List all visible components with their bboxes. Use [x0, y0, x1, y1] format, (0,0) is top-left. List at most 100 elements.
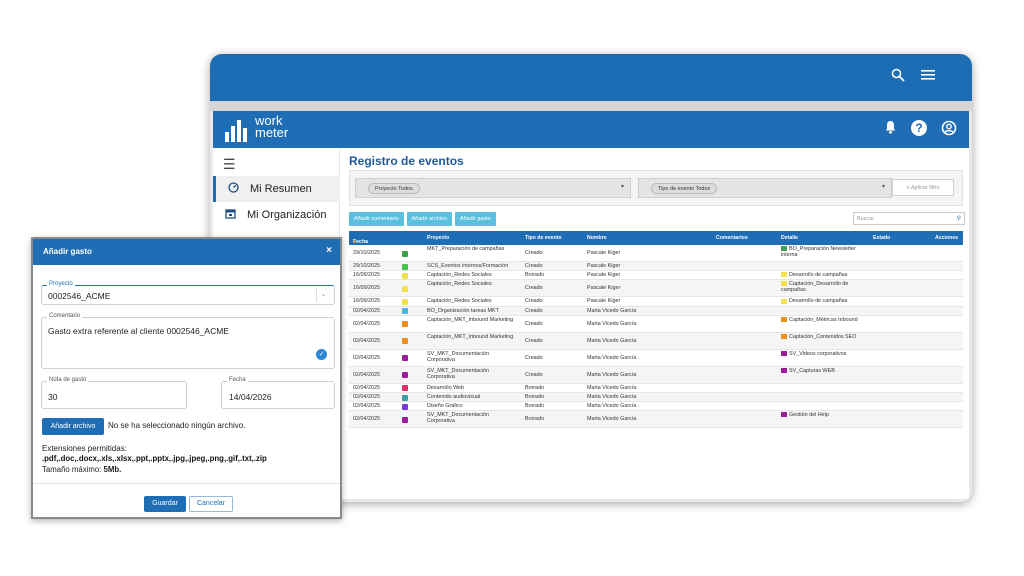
- cell-name: Marta Vicedo García: [587, 394, 637, 401]
- user-icon[interactable]: [941, 120, 957, 141]
- col-nombre[interactable]: Nombre: [587, 235, 607, 241]
- hamburger-icon[interactable]: ☰: [223, 156, 236, 172]
- table-row[interactable]: 16/09/2025 Captación_Redes Sociales Creado…: [349, 297, 963, 307]
- cell-type: Creado: [525, 307, 543, 314]
- close-icon[interactable]: ×: [326, 245, 332, 256]
- modal-title: Añadir gasto: [43, 247, 92, 256]
- upload-status: No se ha seleccionado ningún archivo.: [108, 421, 246, 430]
- event-type-filter-select[interactable]: Tipo de evento Todos ▾: [638, 178, 892, 198]
- cell-type: Creado: [525, 285, 543, 292]
- cell-date: 02/04/2025: [353, 403, 380, 410]
- cell-name: Pascale Kiger: [587, 272, 621, 279]
- cell-detail: Gestión del Help: [781, 412, 867, 418]
- table-row[interactable]: 02/04/2025 Captación_MKT_Inbound Marketin…: [349, 332, 963, 350]
- cell-name: Marta Vicedo García: [587, 371, 637, 378]
- event-type-filter-chip: Tipo de evento Todos: [651, 183, 718, 194]
- detail-color-swatch: [781, 333, 787, 339]
- col-tipo[interactable]: Tipo de evento: [525, 235, 562, 241]
- cell-name: Marta Vicedo García: [587, 403, 637, 410]
- table-row[interactable]: 16/09/2025 Captación_Redes Sociales Borrad…: [349, 271, 963, 281]
- cell-type: Borrado: [525, 384, 545, 391]
- detail-color-swatch: [781, 316, 787, 322]
- cell-detail: Captación_Desarrollo de campañas: [781, 281, 867, 293]
- browser-toolbar: [210, 54, 972, 101]
- col-acciones[interactable]: Acciones: [935, 235, 959, 241]
- detail-text: Gestión del Help: [789, 412, 829, 419]
- cancel-button[interactable]: Cancelar: [189, 496, 233, 512]
- project-color-swatch: [402, 416, 408, 423]
- cell-name: Marta Vicedo García: [587, 307, 637, 314]
- date-input[interactable]: 14/04/2026: [221, 381, 335, 409]
- expense-amount-input[interactable]: 30: [41, 381, 187, 409]
- project-color-swatch: [402, 263, 408, 270]
- col-estado[interactable]: Estado: [873, 235, 891, 241]
- project-color-swatch: [402, 403, 408, 410]
- table-row[interactable]: 02/04/2025 Diseño Gráfico Borrado Marta Vic…: [349, 402, 963, 412]
- bell-icon[interactable]: [884, 120, 897, 141]
- cell-date: 02/04/2025: [353, 416, 380, 423]
- detail-text: Desarrollo de campañas: [789, 298, 848, 305]
- table-row[interactable]: 02/04/2025 SV_MKT_Documentación Corporati…: [349, 350, 963, 367]
- cell-date: 16/09/2025: [353, 272, 380, 279]
- extensions-label: Extensiones permitidas:: [42, 444, 127, 453]
- search-icon[interactable]: ⚲: [956, 216, 961, 222]
- brand-line1: work: [255, 113, 283, 128]
- comment-textarea[interactable]: Gasto extra referente al cliente 0002546…: [41, 317, 335, 369]
- col-comentarios[interactable]: Comentarios: [716, 235, 748, 241]
- col-detalle[interactable]: Detalle: [781, 235, 799, 241]
- expense-amount-value: 30: [48, 392, 58, 402]
- cell-name: Marta Vicedo García: [587, 354, 637, 361]
- detail-text: SV_Videos corporativos: [789, 350, 847, 357]
- cell-name: Marta Vicedo García: [587, 384, 637, 391]
- project-filter-select[interactable]: Proyecto Todos ▾: [355, 178, 631, 198]
- table-row[interactable]: 02/04/2025 Desarrollo Web Borrado Marta Vic…: [349, 384, 963, 393]
- sidebar-item-mi-organizacion[interactable]: Mi Organización: [213, 202, 340, 228]
- table-row[interactable]: 02/04/2025 SV_MKT_Documentación Corporati…: [349, 411, 963, 429]
- detail-text: SV_Capturas WEB: [789, 367, 835, 374]
- add-expense-button[interactable]: Añadir gasto: [454, 212, 496, 226]
- logo-icon: [225, 117, 247, 142]
- col-proyecto[interactable]: Proyecto: [427, 235, 450, 241]
- project-color-swatch: [402, 250, 408, 257]
- table-row[interactable]: 02/04/2025 SV_MKT_Documentación Corporati…: [349, 366, 963, 384]
- brand-line2: meter: [255, 125, 289, 140]
- add-file-button[interactable]: Añadir archivo: [406, 212, 452, 226]
- expense-amount-label: Nota de gasto: [47, 377, 89, 383]
- cell-type: Borrado: [525, 394, 545, 401]
- comment-value: Gasto extra referente al cliente 0002546…: [48, 326, 229, 336]
- project-select[interactable]: 0002546_ACME ⌄: [41, 285, 335, 305]
- project-color-swatch: [402, 385, 408, 392]
- cell-project: Diseño Gráfico: [427, 403, 463, 410]
- search-icon[interactable]: [891, 68, 905, 87]
- main-content: Registro de eventos Proyecto Todos ▾ Tip…: [347, 148, 969, 499]
- table-row[interactable]: 02/04/2025 Captación_MKT_Inbound Marketin…: [349, 316, 963, 333]
- search-input[interactable]: Buscar ⚲: [853, 212, 965, 225]
- menu-icon[interactable]: [920, 68, 936, 87]
- table-row[interactable]: 29/10/2025 MKT_Preparación de campañas Cre…: [349, 245, 963, 262]
- upload-file-button[interactable]: Añadir archivo: [42, 418, 104, 435]
- comment-label: Comentario: [47, 313, 83, 319]
- table-row[interactable]: 02/04/2025 Contenido audiovisual Borrado Ma…: [349, 392, 963, 403]
- cell-type: Creado: [525, 298, 543, 305]
- cell-date: 02/04/2025: [353, 337, 380, 344]
- help-icon[interactable]: ?: [911, 120, 927, 136]
- cell-project: Captación_Redes Sociales: [427, 281, 492, 288]
- extensions-list: .pdf,.doc,.docx,.xls,.xlsx,.ppt,.pptx,.j…: [42, 454, 267, 463]
- detail-text: Captación_Contenidos SEO: [789, 333, 857, 340]
- table-row[interactable]: 16/09/2025 Captación_Redes Sociales Creado…: [349, 280, 963, 298]
- cell-project: MKT_Preparación de campañas: [427, 246, 505, 252]
- table-row[interactable]: 29/10/2025 SCS_Eventos internos/Formación…: [349, 262, 963, 272]
- save-button[interactable]: Guardar: [144, 496, 186, 512]
- add-comment-button[interactable]: Añadir comentario: [349, 212, 404, 226]
- cell-type: Creado: [525, 250, 543, 256]
- apply-filter-button[interactable]: ≡ Aplicar filtro: [892, 179, 954, 196]
- project-color-swatch: [402, 372, 408, 379]
- brand-logo: work meter: [255, 113, 289, 140]
- sidebar-item-mi-resumen[interactable]: Mi Resumen: [213, 176, 340, 202]
- cell-name: Pascale Kiger: [587, 263, 621, 270]
- table-row[interactable]: 02/04/2025 BO_Organización tareas MKT Crea…: [349, 306, 963, 316]
- chevron-down-icon: ▾: [620, 184, 624, 190]
- cell-type: Creado: [525, 320, 543, 327]
- speedometer-icon: [216, 182, 250, 196]
- detail-color-swatch: [781, 367, 787, 373]
